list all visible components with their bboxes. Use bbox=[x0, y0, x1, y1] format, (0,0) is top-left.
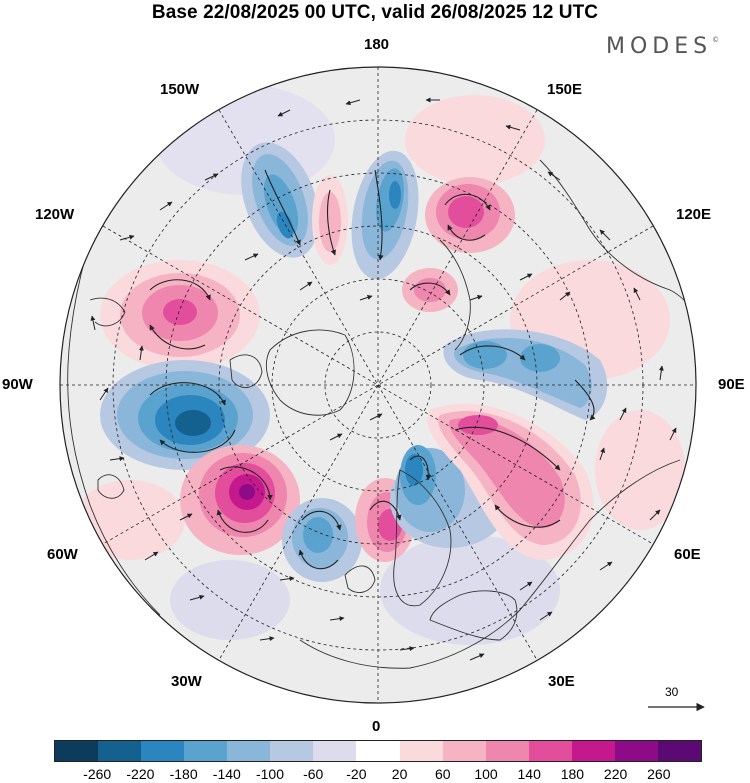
lon-label-90e: 90E bbox=[718, 376, 745, 393]
reference-vector-label: 30 bbox=[665, 685, 679, 699]
anomaly-patch bbox=[405, 95, 545, 185]
colorbar-swatch bbox=[614, 741, 658, 761]
anomaly-pos-greenland-sea bbox=[180, 445, 300, 555]
colorbar-swatch bbox=[141, 741, 185, 761]
colorbar-swatch bbox=[98, 741, 142, 761]
colorbar-tick-label: -260 bbox=[83, 766, 112, 782]
colorbar-tick-label: -60 bbox=[303, 766, 324, 782]
flow-vectors bbox=[149, 169, 596, 570]
graticule bbox=[60, 67, 696, 703]
colorbar-tick-label: 260 bbox=[647, 766, 671, 782]
lon-label-150w: 150W bbox=[160, 81, 200, 98]
anomaly-pos-pacific bbox=[312, 175, 348, 265]
modes-logo: MODES© bbox=[606, 34, 719, 59]
colorbar-swatch bbox=[227, 741, 271, 761]
colorbar-tick-label: -100 bbox=[255, 766, 285, 782]
anomaly-pos-russia bbox=[427, 403, 594, 560]
lon-label-180: 180 bbox=[364, 36, 390, 53]
lon-label-120e: 120E bbox=[676, 206, 712, 223]
anomaly-neg-north-atlantic bbox=[282, 498, 362, 582]
meridian-150e-30w bbox=[218, 109, 538, 661]
colorbar-tick-label: -20 bbox=[346, 766, 367, 782]
colorbar-tick-label: 100 bbox=[474, 766, 498, 782]
anomaly-patch bbox=[595, 410, 685, 530]
colorbar-swatch bbox=[356, 741, 400, 761]
colorbar-tick-label: -220 bbox=[126, 766, 155, 782]
lon-label-150e: 150E bbox=[547, 81, 583, 98]
colorbar-tick-label: 140 bbox=[517, 766, 541, 782]
colorbar-swatch bbox=[571, 741, 615, 761]
anomaly-patch bbox=[75, 480, 185, 560]
anomaly-neg-canada bbox=[100, 360, 270, 470]
meridian-150w-30e bbox=[218, 109, 538, 661]
anomaly-neg-pacific-2 bbox=[351, 150, 419, 280]
anomaly-pos-alaska bbox=[100, 260, 260, 370]
colorbar-swatch bbox=[270, 741, 314, 761]
brand-name: MODES bbox=[606, 34, 713, 59]
colorbar bbox=[54, 740, 702, 762]
map-title: Base 22/08/2025 00 UTC, valid 26/08/2025… bbox=[151, 2, 599, 23]
anomaly-patch bbox=[170, 560, 290, 640]
colorbar-tick-label: 180 bbox=[560, 766, 585, 782]
lon-label-60w: 60W bbox=[47, 546, 78, 563]
meridian-120e-60w bbox=[102, 225, 654, 545]
colorbar-tick-label: 20 bbox=[391, 766, 408, 782]
brand-mark: © bbox=[712, 36, 720, 44]
anomaly-field bbox=[67, 85, 696, 669]
lon-label-60e: 60E bbox=[674, 546, 701, 563]
lon-label-30e: 30E bbox=[548, 673, 575, 690]
lon-label-120w: 120W bbox=[35, 206, 75, 223]
colorbar-swatch bbox=[442, 741, 486, 761]
colorbar-swatch bbox=[313, 741, 357, 761]
colorbar-tick-label: -180 bbox=[169, 766, 198, 782]
colorbar-tick-label: 60 bbox=[435, 766, 451, 782]
colorbar-swatch bbox=[657, 741, 701, 761]
colorbar-swatch bbox=[399, 741, 443, 761]
lon-label-30w: 30W bbox=[171, 673, 202, 690]
lon-label-90w: 90W bbox=[2, 376, 33, 393]
lon-label-0: 0 bbox=[372, 718, 381, 735]
meridian-120w-60e bbox=[102, 225, 654, 545]
anomaly-patch bbox=[380, 535, 560, 645]
map-border bbox=[59, 66, 697, 704]
anomaly-neg-siberia bbox=[443, 329, 608, 420]
colorbar-tick-label: -140 bbox=[212, 766, 241, 782]
colorbar-swatch bbox=[485, 741, 529, 761]
wind-vectors bbox=[90, 97, 677, 661]
anomaly-neg-pacific-1 bbox=[241, 142, 319, 258]
colorbar-tick-label: 220 bbox=[603, 766, 628, 782]
colorbar-swatch bbox=[55, 741, 99, 761]
colorbar-swatch bbox=[184, 741, 228, 761]
latitude-circle bbox=[324, 331, 432, 439]
colorbar-swatch bbox=[528, 741, 572, 761]
